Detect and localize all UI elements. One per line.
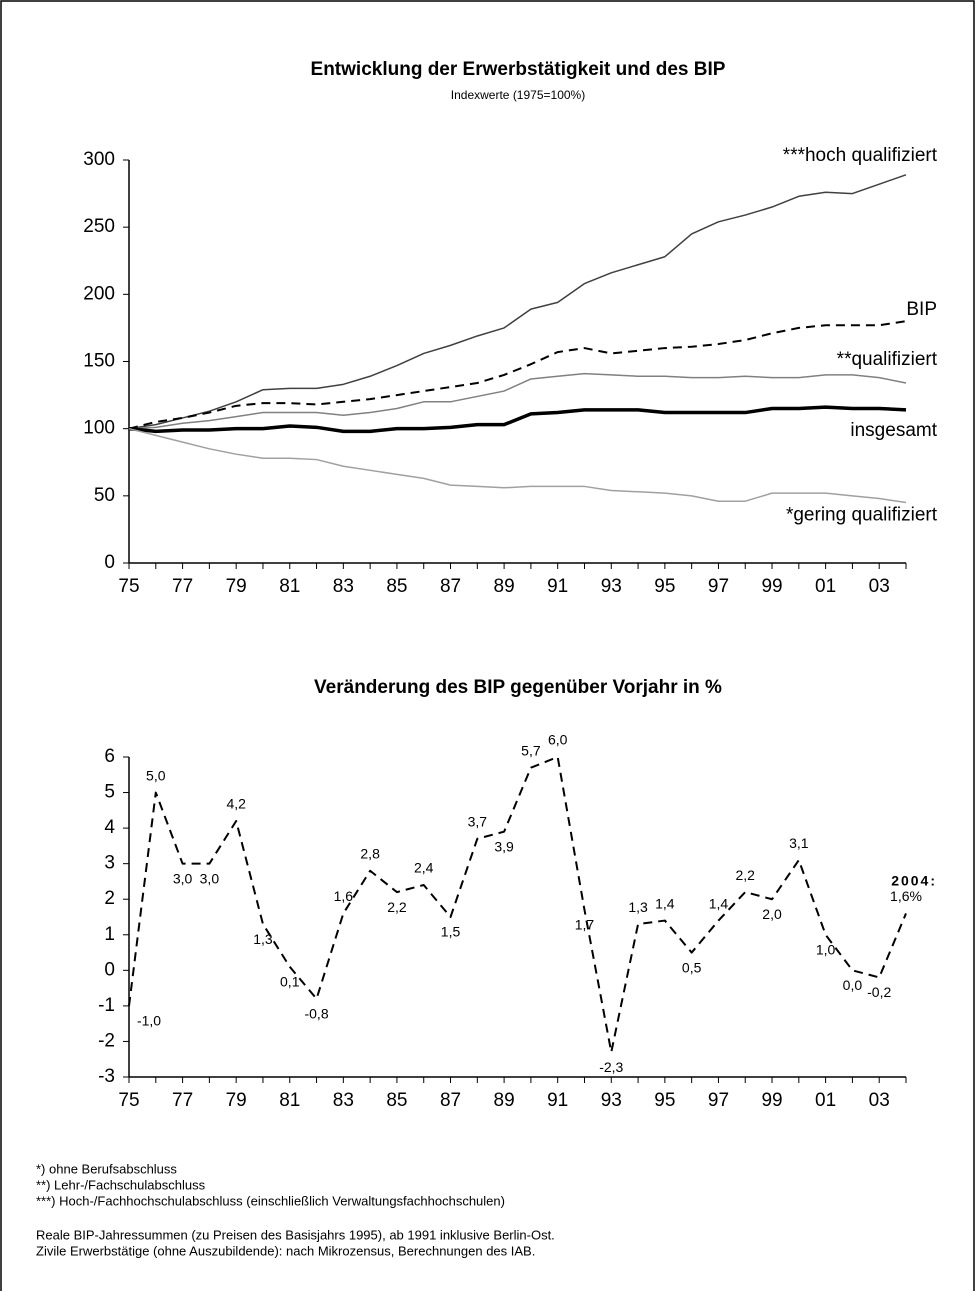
value-label: 2,0: [762, 906, 782, 922]
x-tick-label: 99: [761, 1090, 782, 1111]
x-tick-label: 85: [386, 1090, 407, 1111]
note: Reale BIP-Jahressummen (zu Preisen des B…: [36, 1227, 555, 1242]
value-label: 3,9: [494, 838, 514, 854]
data-line: [128, 427, 907, 504]
value-label: 1,3: [253, 931, 273, 947]
y-tick-label: 100: [83, 418, 115, 439]
y-tick-label: 1: [104, 924, 115, 945]
y-tick-label: 250: [83, 216, 115, 237]
x-tick-label: 83: [333, 576, 354, 597]
y-tick-label: -2: [98, 1030, 115, 1051]
y-tick-label: 300: [83, 149, 115, 170]
value-label: 0,5: [682, 959, 702, 975]
y-tick-label: -1: [98, 995, 115, 1016]
x-tick-label: 89: [494, 576, 515, 597]
value-label: 1,6%: [890, 888, 922, 904]
note: Zivile Erwerbstätige (ohne Auszubildende…: [36, 1243, 535, 1258]
annotation: 2004:: [891, 873, 937, 889]
value-label: 3,0: [200, 870, 220, 886]
x-tick-label: 03: [869, 576, 890, 597]
data-line: [128, 372, 907, 430]
y-tick-label: 0: [104, 959, 115, 980]
x-tick-label: 91: [547, 576, 568, 597]
y-tick-label: 6: [104, 746, 115, 767]
value-label: -1,0: [137, 1013, 161, 1029]
value-label: 1,7: [575, 917, 595, 933]
series-label: ***hoch qualifiziert: [783, 145, 938, 166]
value-label: 4,2: [226, 796, 246, 812]
x-tick-label: 89: [494, 1090, 515, 1111]
x-tick-label: 95: [654, 576, 675, 597]
x-tick-label: 79: [226, 576, 247, 597]
footnote: **) Lehr-/Fachschulabschluss: [36, 1177, 206, 1192]
chart-title: Entwicklung der Erwerbstätigkeit und des…: [311, 59, 726, 80]
x-tick-label: 83: [333, 1090, 354, 1111]
value-label: 5,7: [521, 742, 541, 758]
x-tick-label: 77: [172, 576, 193, 597]
value-label: 2,8: [360, 845, 380, 861]
series-label: BIP: [906, 299, 937, 320]
x-tick-label: 77: [172, 1090, 193, 1111]
chart-title: Veränderung des BIP gegenüber Vorjahr in…: [314, 677, 722, 698]
x-tick-label: 01: [815, 1090, 836, 1111]
x-tick-label: 99: [761, 576, 782, 597]
data-line: [128, 320, 907, 430]
data-line: [128, 756, 907, 1054]
value-label: 1,4: [655, 895, 675, 911]
x-tick-label: 01: [815, 576, 836, 597]
data-line: [128, 405, 907, 434]
value-label: -2,3: [599, 1059, 623, 1075]
footnote: ***) Hoch-/Fachhochschulabschluss (einsc…: [36, 1193, 505, 1208]
y-tick-label: -3: [98, 1066, 115, 1087]
x-tick-label: 85: [386, 576, 407, 597]
y-tick-label: 200: [83, 283, 115, 304]
series-label: *gering qualifiziert: [786, 505, 938, 526]
x-tick-label: 93: [601, 576, 622, 597]
x-tick-label: 81: [279, 1090, 300, 1111]
x-tick-label: 81: [279, 576, 300, 597]
x-tick-label: 97: [708, 1090, 729, 1111]
value-label: 2,4: [414, 860, 434, 876]
x-tick-label: 93: [601, 1090, 622, 1111]
value-label: 6,0: [548, 732, 568, 748]
y-tick-label: 150: [83, 351, 115, 372]
value-label: 0,1: [280, 973, 300, 989]
y-tick-label: 2: [104, 888, 115, 909]
x-tick-label: 95: [654, 1090, 675, 1111]
y-tick-label: 4: [104, 817, 115, 838]
y-tick-label: 5: [104, 782, 115, 803]
value-label: 3,7: [468, 813, 488, 829]
x-tick-label: 75: [118, 1090, 139, 1111]
value-label: 5,0: [146, 767, 166, 783]
x-tick-label: 03: [869, 1090, 890, 1111]
y-tick-label: 3: [104, 853, 115, 874]
x-tick-label: 87: [440, 576, 461, 597]
footnote: *) ohne Berufsabschluss: [36, 1161, 177, 1176]
value-label: 1,5: [441, 924, 461, 940]
value-label: -0,8: [304, 1005, 328, 1021]
value-label: -0,2: [867, 984, 891, 1000]
value-label: 0,0: [843, 977, 863, 993]
x-tick-label: 97: [708, 576, 729, 597]
value-label: 2,2: [387, 899, 407, 915]
value-label: 2,2: [736, 867, 756, 883]
x-tick-label: 91: [547, 1090, 568, 1111]
x-tick-label: 87: [440, 1090, 461, 1111]
x-tick-label: 75: [118, 576, 139, 597]
y-tick-label: 0: [104, 552, 115, 573]
value-label: 1,0: [816, 941, 836, 957]
series-label: **qualifiziert: [837, 349, 938, 370]
value-label: 1,6: [334, 888, 354, 904]
value-label: 3,1: [789, 835, 809, 851]
series-label: insgesamt: [850, 420, 937, 441]
chart-subtitle: Indexwerte (1975=100%): [451, 88, 585, 102]
data-line: [128, 174, 907, 430]
value-label: 1,3: [628, 899, 648, 915]
y-tick-label: 50: [94, 485, 115, 506]
value-label: 1,4: [709, 895, 729, 911]
value-label: 3,0: [173, 870, 193, 886]
x-tick-label: 79: [226, 1090, 247, 1111]
